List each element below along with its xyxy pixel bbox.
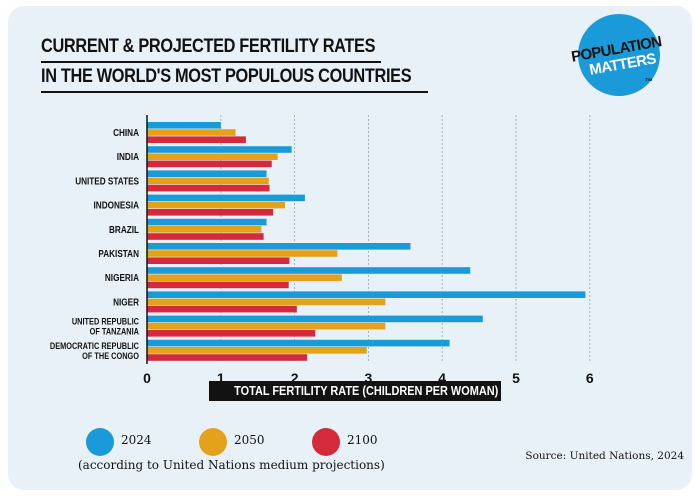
bar-2100 — [147, 233, 264, 240]
bar-2050 — [147, 347, 367, 354]
bar-2050 — [147, 129, 236, 136]
bar-2024 — [147, 146, 292, 153]
bar-2024 — [147, 194, 305, 202]
category-label: DEMOCRATIC REPUBLIC — [50, 341, 139, 351]
bar-2100 — [147, 136, 246, 143]
x-tick-label: 2 — [291, 370, 299, 386]
trademark-symbol: ™ — [645, 77, 653, 86]
category-label: NIGERIA — [105, 272, 139, 283]
source-note: Source: United Nations, 2024 — [525, 450, 684, 462]
bar-2024 — [147, 315, 483, 323]
bar-2024 — [147, 291, 586, 298]
bar-2024 — [147, 339, 450, 347]
bar-2100 — [147, 330, 316, 337]
bar-2100 — [147, 257, 290, 264]
x-axis-label: TOTAL FERTILITY RATE (CHILDREN PER WOMAN… — [209, 381, 501, 401]
category-label: OF TANZANIA — [90, 327, 139, 337]
bar-2050 — [147, 153, 278, 160]
legend-label-2050: 2050 — [234, 433, 265, 447]
category-label: INDIA — [117, 151, 140, 162]
x-tick-label: 0 — [143, 370, 151, 386]
x-tick-label: 3 — [365, 370, 373, 386]
bar-2100 — [147, 281, 289, 289]
legend-label-2024: 2024 — [121, 433, 152, 447]
bar-2100 — [147, 184, 270, 192]
bar-2100 — [147, 305, 297, 313]
chart-x-tick-labels: 0 1 2 3 4 5 6 — [143, 370, 594, 386]
title-line-1: CURRENT & PROJECTED FERTILITY RATES — [41, 36, 376, 57]
legend-label-2100: 2100 — [347, 433, 378, 447]
x-tick-label: 5 — [512, 370, 520, 386]
category-label: NIGER — [113, 297, 139, 308]
title-line-2: IN THE WORLD'S MOST POPULOUS COUNTRIES — [41, 66, 412, 87]
legend-swatch-2100 — [312, 428, 340, 456]
category-label: UNITED REPUBLIC — [72, 317, 139, 327]
category-label: UNITED STATES — [75, 176, 139, 187]
category-label: OF THE CONGO — [82, 351, 139, 361]
bar-2024 — [147, 218, 267, 226]
bar-2050 — [147, 298, 386, 306]
legend-swatch-2024 — [86, 428, 114, 456]
projection-note: (according to United Nations medium proj… — [78, 458, 385, 472]
chart-bars — [147, 122, 586, 361]
bar-2024 — [147, 170, 267, 177]
bar-2024 — [147, 267, 471, 274]
x-tick-label: 6 — [586, 370, 594, 386]
bar-2050 — [147, 322, 386, 330]
population-matters-logo: POPULATION MATTERS — [570, 14, 663, 96]
x-tick-label: 1 — [217, 370, 225, 386]
chart-category-labels: CHINA INDIA UNITED STATES INDONESIA BRAZIL PA… — [50, 127, 140, 361]
bar-2024 — [147, 122, 221, 129]
title-underline-2 — [41, 91, 428, 93]
legend-swatch-2050 — [199, 428, 227, 456]
category-label: CHINA — [113, 127, 139, 138]
bar-2024 — [147, 243, 411, 250]
bar-2050 — [147, 274, 342, 281]
bar-2050 — [147, 201, 286, 209]
category-label: BRAZIL — [109, 224, 139, 235]
bar-2050 — [147, 226, 262, 233]
x-tick-label: 4 — [438, 370, 446, 386]
category-label: INDONESIA — [94, 200, 140, 211]
bar-2100 — [147, 209, 274, 216]
bar-2050 — [147, 250, 338, 257]
bar-2050 — [147, 177, 269, 185]
category-label: PAKISTAN — [98, 248, 139, 259]
title-underline-1 — [41, 61, 381, 63]
bar-2100 — [147, 354, 308, 361]
bar-2100 — [147, 160, 272, 168]
